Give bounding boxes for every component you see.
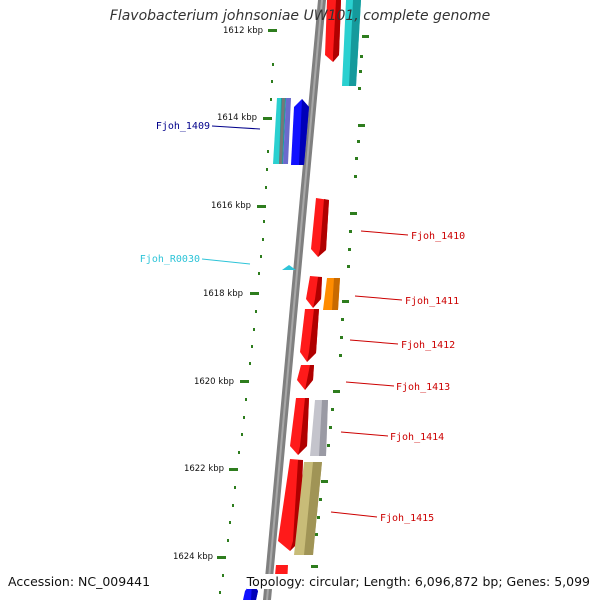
gene-label-fjoh-1409[interactable]: Fjoh_1409 xyxy=(156,121,210,132)
gene-label-fjoh-1410[interactable]: Fjoh_1410 xyxy=(411,231,465,242)
gene-label-fjoh-r0030[interactable]: Fjoh_R0030 xyxy=(140,254,200,265)
gene-arrow-top[interactable] xyxy=(325,0,341,62)
cds-feature-multi-1409[interactable] xyxy=(279,98,291,164)
gene-label-fjoh-1413[interactable]: Fjoh_1413 xyxy=(396,382,450,393)
genome-backbone xyxy=(263,0,326,600)
genome-summary-text: Topology: circular; Length: 6,096,872 bp… xyxy=(246,574,590,589)
tick-label-1620: 1620 kbp xyxy=(194,377,234,387)
cds-feature-blue-1409[interactable] xyxy=(291,99,309,165)
gene-label-fjoh-1414[interactable]: Fjoh_1414 xyxy=(390,432,444,443)
gene-label-fjoh-1412[interactable]: Fjoh_1412 xyxy=(401,340,455,351)
gene-arrow-1412[interactable] xyxy=(300,309,319,362)
gene-arrow-1411[interactable] xyxy=(306,276,322,308)
forward-gene-arrows[interactable] xyxy=(274,0,341,585)
scale-tick-labels: 1612 kbp 1614 kbp 1616 kbp 1618 kbp 1620… xyxy=(173,26,263,562)
gene-label-leaders xyxy=(201,125,409,518)
gene-arrow-1414[interactable] xyxy=(290,398,309,455)
gene-label-fjoh-1411[interactable]: Fjoh_1411 xyxy=(405,296,459,307)
tick-label-1614: 1614 kbp xyxy=(217,113,257,123)
tick-label-1618: 1618 kbp xyxy=(203,289,243,299)
cds-features-inner[interactable] xyxy=(243,98,309,600)
map-title: Flavobacterium johnsoniae UW101, complet… xyxy=(109,8,491,24)
scale-tick-marks xyxy=(217,29,277,559)
outer-dotted-track xyxy=(219,63,274,594)
gene-arrow-1410[interactable] xyxy=(311,198,329,257)
cds-feature-grey-1414[interactable] xyxy=(310,400,328,456)
tick-label-1612: 1612 kbp xyxy=(223,26,263,36)
tick-label-1616: 1616 kbp xyxy=(211,201,251,211)
cds-features-outer[interactable] xyxy=(294,0,361,555)
tick-label-1622: 1622 kbp xyxy=(184,464,224,474)
gene-label-fjoh-1415[interactable]: Fjoh_1415 xyxy=(380,513,434,524)
cds-feature-khaki-1415[interactable] xyxy=(294,462,322,555)
accession-text: Accession: NC_009441 xyxy=(8,574,151,589)
rna-marker-r0030[interactable] xyxy=(282,265,296,270)
cds-feature-cyan-top[interactable] xyxy=(342,0,361,86)
gene-arrow-1413[interactable] xyxy=(297,365,314,390)
tick-label-1624: 1624 kbp xyxy=(173,552,213,562)
right-dotted-track xyxy=(311,35,369,568)
gene-labels: Fjoh_1409 Fjoh_R0030 Fjoh_1410 Fjoh_1411… xyxy=(140,121,465,524)
cds-feature-orange-1411[interactable] xyxy=(323,278,340,310)
